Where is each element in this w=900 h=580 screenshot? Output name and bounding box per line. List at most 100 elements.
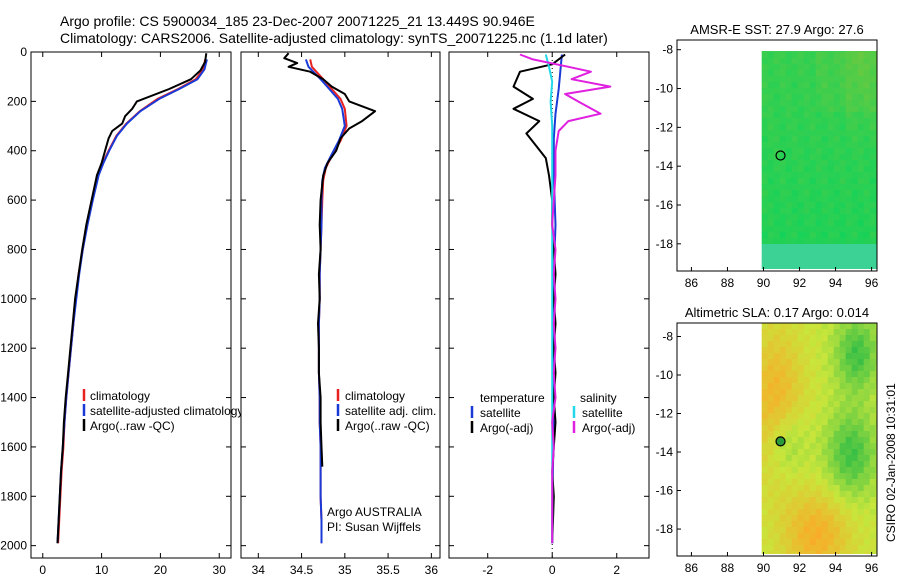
heatmap-cell: [761, 515, 769, 522]
heatmap-cell: [863, 365, 871, 372]
heatmap-cell: [869, 196, 877, 203]
heatmap-cell: [773, 214, 781, 221]
heatmap-cell: [869, 226, 877, 233]
heatmap-cell: [815, 533, 823, 540]
heatmap-cell: [761, 232, 769, 239]
heatmap-cell: [797, 154, 805, 161]
heatmap-cell: [851, 359, 859, 366]
heatmap-cell: [815, 401, 823, 408]
heatmap-cell: [791, 160, 799, 167]
heatmap-cell: [779, 395, 787, 402]
heatmap-cell: [875, 449, 877, 456]
heatmap-cell: [809, 106, 817, 113]
heatmap-cell: [761, 178, 769, 185]
heatmap-cell: [767, 443, 775, 450]
heatmap-cell: [815, 70, 823, 77]
heatmap-cell: [851, 449, 859, 456]
heatmap-cell: [875, 389, 877, 396]
heatmap-cell: [869, 124, 877, 131]
heatmap-cell: [791, 407, 799, 414]
heatmap-cell: [869, 136, 877, 143]
heatmap-cell: [779, 533, 787, 540]
heatmap-cell: [875, 202, 877, 209]
heatmap-cell: [875, 335, 877, 342]
heatmap-cell: [767, 52, 775, 59]
heatmap-cell: [875, 347, 877, 354]
heatmap-cell: [821, 497, 829, 504]
heatmap-cell: [875, 250, 877, 257]
plot-frame: [448, 51, 650, 559]
heatmap-cell: [839, 154, 847, 161]
heatmap-cell: [779, 76, 787, 83]
heatmap-cell: [839, 479, 847, 486]
heatmap-cell: [833, 467, 841, 474]
heatmap-cell: [851, 130, 859, 137]
heatmap-cell: [869, 467, 877, 474]
heatmap-cell: [821, 178, 829, 185]
heatmap-cell: [797, 413, 805, 420]
heatmap-cell: [875, 52, 877, 59]
heatmap-cell: [845, 515, 853, 522]
heatmap-cell: [845, 521, 853, 528]
heatmap-cell: [761, 377, 769, 384]
map-y-tick-label: -18: [656, 237, 674, 251]
heatmap-cell: [857, 515, 865, 522]
heatmap-cell: [845, 377, 853, 384]
heatmap-cell: [797, 527, 805, 534]
heatmap-cell: [815, 142, 823, 149]
heatmap-cell: [875, 551, 877, 554]
heatmap-cell: [785, 521, 793, 528]
heatmap-cell: [863, 172, 871, 179]
heatmap-cell: [767, 82, 775, 89]
heatmap-cell: [869, 413, 877, 420]
heatmap-cell: [815, 64, 823, 71]
heatmap-cell: [791, 238, 799, 245]
heatmap-cell: [761, 431, 769, 438]
heatmap-cell: [851, 425, 859, 432]
heatmap-cell: [857, 262, 865, 269]
heatmap-cell: [839, 178, 847, 185]
heatmap-cell: [857, 136, 865, 143]
heatmap-cell: [833, 353, 841, 360]
heatmap-cell: [827, 473, 835, 480]
heatmap-cell: [803, 196, 811, 203]
figure-title-line2: Climatology: CARS2006. Satellite-adjuste…: [60, 30, 608, 46]
heatmap-cell: [779, 347, 787, 354]
heatmap-cell: [773, 226, 781, 233]
heatmap-cell: [821, 365, 829, 372]
heatmap-cell: [773, 473, 781, 480]
heatmap-cell: [863, 208, 871, 215]
heatmap-cell: [827, 70, 835, 77]
map-x-tick-label: 90: [757, 276, 771, 290]
heatmap-cell: [791, 106, 799, 113]
heatmap-cell: [821, 479, 829, 486]
heatmap-cell: [791, 51, 799, 53]
heatmap-cell: [869, 262, 877, 269]
heatmap-cell: [827, 76, 835, 83]
heatmap-cell: [827, 515, 835, 522]
heatmap-cell: [791, 371, 799, 378]
heatmap-cell: [863, 190, 871, 197]
heatmap-cell: [821, 335, 829, 342]
heatmap-cell: [827, 51, 835, 53]
heatmap-cell: [815, 88, 823, 95]
heatmap-cell: [803, 443, 811, 450]
heatmap-cell: [863, 323, 871, 330]
heatmap-cell: [761, 341, 769, 348]
heatmap-cell: [785, 100, 793, 107]
heatmap-cell: [785, 533, 793, 540]
heatmap-cell: [875, 178, 877, 185]
heatmap-cell: [767, 112, 775, 119]
heatmap-cell: [851, 220, 859, 227]
heatmap-cell: [839, 124, 847, 131]
heatmap-cell: [875, 76, 877, 83]
y-tick-label: 0: [20, 45, 27, 59]
heatmap-cell: [851, 238, 859, 245]
heatmap-cell: [857, 485, 865, 492]
heatmap-cell: [851, 497, 859, 504]
heatmap-cell: [851, 533, 859, 540]
heatmap-cell: [845, 455, 853, 462]
heatmap-cell: [767, 58, 775, 65]
heatmap-cell: [785, 527, 793, 534]
heatmap-cell: [767, 431, 775, 438]
